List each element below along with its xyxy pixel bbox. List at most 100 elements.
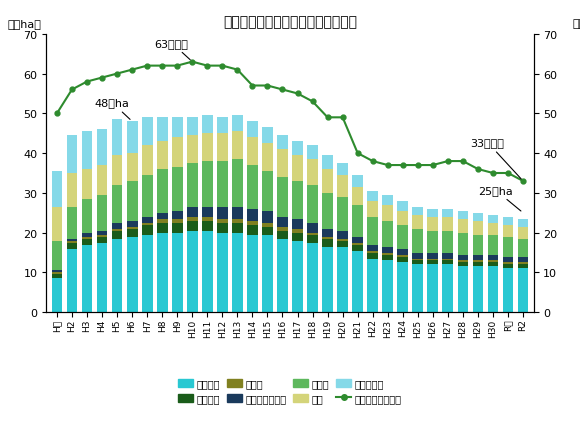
Bar (382, 255, 393, 261)
Bar (518, 265, 528, 269)
Bar (488, 235, 498, 255)
Bar (443, 231, 454, 253)
Bar (112, 185, 122, 223)
Bar (518, 269, 528, 312)
Bar (322, 156, 333, 170)
Bar (443, 261, 454, 265)
Bar (262, 227, 273, 235)
Bar (367, 253, 378, 259)
Bar (232, 219, 243, 223)
Bar (397, 249, 408, 255)
Bar (503, 217, 513, 225)
Bar (427, 217, 438, 231)
Bar (307, 185, 318, 223)
Bar (352, 251, 363, 312)
Bar (82, 132, 92, 170)
Bar (82, 170, 92, 199)
Bar (142, 146, 153, 176)
Bar (367, 245, 378, 251)
Bar (337, 231, 348, 239)
Bar (458, 267, 468, 312)
Bar (322, 170, 333, 194)
Bar (277, 217, 288, 227)
Bar (382, 195, 393, 205)
Bar (52, 241, 62, 271)
Bar (412, 261, 423, 265)
Bar (217, 118, 228, 134)
Bar (52, 271, 62, 273)
Bar (352, 245, 363, 251)
Bar (397, 255, 408, 257)
Bar (518, 227, 528, 239)
Bar (157, 118, 168, 142)
Bar (277, 239, 288, 312)
Bar (322, 237, 333, 239)
Bar (82, 237, 92, 239)
Bar (202, 217, 213, 221)
Bar (337, 247, 348, 312)
Bar (292, 156, 303, 181)
Bar (67, 243, 77, 249)
Bar (262, 211, 273, 223)
Bar (202, 116, 213, 134)
Bar (142, 217, 153, 223)
Title: ＜花きの産出額・作付面積の推移＞: ＜花きの産出額・作付面積の推移＞ (223, 16, 357, 30)
Bar (52, 207, 62, 241)
Bar (232, 223, 243, 233)
Bar (277, 136, 288, 150)
Bar (503, 269, 513, 312)
Bar (97, 237, 107, 243)
Text: 63百億円: 63百億円 (155, 39, 190, 61)
Bar (172, 168, 183, 211)
Bar (157, 223, 168, 233)
Bar (488, 267, 498, 312)
Text: 25千ha: 25千ha (478, 185, 521, 211)
Bar (382, 205, 393, 221)
Bar (82, 239, 92, 245)
Bar (307, 243, 318, 312)
Bar (322, 247, 333, 312)
Bar (518, 263, 528, 265)
Bar (187, 164, 198, 207)
Text: （百億円）: （百億円） (572, 19, 580, 29)
Bar (397, 263, 408, 312)
Bar (503, 257, 513, 263)
Bar (367, 251, 378, 253)
Bar (232, 233, 243, 312)
Bar (202, 162, 213, 207)
Bar (172, 118, 183, 138)
Bar (112, 223, 122, 229)
Bar (382, 247, 393, 253)
Bar (277, 231, 288, 239)
Bar (126, 122, 137, 154)
Bar (157, 142, 168, 170)
Bar (97, 243, 107, 312)
Bar (232, 207, 243, 219)
Bar (382, 221, 393, 247)
Bar (112, 156, 122, 185)
Bar (112, 239, 122, 312)
Bar (307, 223, 318, 233)
Bar (367, 217, 378, 245)
Bar (488, 261, 498, 263)
Bar (488, 215, 498, 223)
Bar (337, 239, 348, 241)
Bar (307, 146, 318, 160)
Bar (322, 194, 333, 229)
Bar (367, 259, 378, 312)
Bar (217, 219, 228, 223)
Bar (277, 227, 288, 231)
Bar (202, 221, 213, 231)
Bar (352, 187, 363, 205)
Bar (97, 195, 107, 231)
Bar (172, 233, 183, 312)
Bar (262, 128, 273, 144)
Bar (352, 243, 363, 245)
Bar (112, 231, 122, 239)
Bar (427, 265, 438, 312)
Bar (458, 233, 468, 255)
Bar (307, 160, 318, 185)
Bar (382, 253, 393, 255)
Bar (382, 261, 393, 312)
Bar (337, 164, 348, 176)
